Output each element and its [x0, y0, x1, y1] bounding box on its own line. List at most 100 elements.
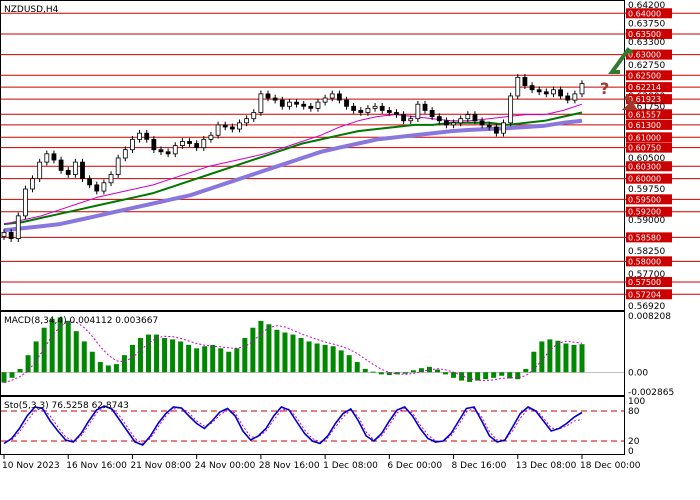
arrow-down-icon [621, 94, 638, 110]
candle-body [543, 91, 549, 95]
macd-bar [89, 351, 95, 373]
macd-bar [378, 372, 384, 375]
candle-body [251, 112, 257, 120]
candle-body [329, 93, 335, 99]
macd-tick-label: 0.00 [628, 368, 648, 378]
macd-signal-line [3, 320, 583, 384]
price-tick-label: 0.63750 [628, 20, 665, 30]
price-label: 0.58000 [628, 257, 661, 266]
macd-bar [306, 341, 312, 373]
candle-body [558, 89, 563, 97]
macd-bar [418, 368, 424, 373]
candle-body [15, 215, 21, 240]
time-tick-label: 28 Nov 16:00 [259, 461, 320, 471]
macd-bar [162, 338, 168, 373]
candle-body [322, 97, 328, 103]
candle-body [579, 83, 585, 95]
candle-body [379, 105, 385, 111]
candle-body [336, 93, 342, 101]
candle-body [258, 93, 264, 113]
macd-bar [451, 372, 457, 378]
macd-bar [362, 368, 368, 373]
macd-bar [242, 338, 248, 373]
price-label: 0.59200 [628, 208, 661, 217]
macd-bar [49, 318, 55, 373]
price-tick-label: 0.62750 [628, 61, 665, 71]
macd-bar [1, 372, 7, 383]
candle-body [237, 122, 242, 130]
macd-bar [571, 344, 577, 373]
price-label-bg [626, 256, 672, 267]
price-label-bg [626, 173, 672, 184]
time-tick-label: 24 Nov 00:00 [195, 461, 256, 471]
candle-body [158, 149, 164, 153]
price-label-bg [626, 28, 672, 39]
macd-bar [467, 372, 473, 382]
candle-body [365, 107, 371, 113]
price-label-bg [626, 289, 672, 300]
price-levels [1, 12, 700, 295]
candle-body [87, 178, 93, 186]
macd-bar [170, 339, 176, 373]
candle-body [501, 122, 506, 134]
price-label-bg [626, 82, 672, 93]
macd-bar [65, 320, 71, 373]
candle-body [165, 151, 171, 155]
candle-body [351, 105, 357, 111]
macd-bar [394, 372, 400, 375]
price-label: 0.58580 [628, 233, 661, 242]
price-tick-label: 0.57700 [628, 270, 665, 280]
candle-body [8, 232, 14, 240]
macd-bar [475, 372, 481, 381]
macd-bar [250, 327, 256, 373]
candle-body [344, 99, 349, 107]
candle-body [565, 95, 571, 101]
candle-body [101, 182, 107, 192]
price-label: 0.63500 [628, 30, 661, 39]
price-tick-label: 0.58250 [628, 247, 665, 257]
macd-bar [290, 334, 296, 373]
macd-bar [113, 364, 119, 373]
macd-bar [346, 355, 352, 373]
candle-body [486, 124, 492, 128]
candle-body [451, 122, 456, 126]
candle-body [572, 93, 578, 101]
macd-axis: 0.008208 0.00 -0.002865 [628, 312, 674, 398]
candle-body [108, 174, 114, 184]
candle-body [279, 99, 285, 107]
price-label: 0.61923 [628, 95, 661, 104]
time-tick-label: 8 Dec 16:00 [452, 461, 507, 471]
price-label: 0.61000 [628, 133, 661, 142]
stochastic-title: Sto(5,3,3) 76.5258 62.8743 [4, 401, 129, 411]
macd-bar [322, 344, 328, 373]
question-mark-annotation: ? [600, 79, 609, 98]
time-tick-label: 21 Nov 08:00 [130, 461, 191, 471]
sto-tick-label: 100 [628, 397, 645, 407]
candle-body [515, 76, 521, 97]
price-label-bg [626, 161, 672, 172]
macd-bar [129, 344, 135, 373]
macd-bar [435, 369, 440, 373]
moving-averages [3, 103, 583, 233]
candle-body [137, 132, 142, 140]
price-tick-label: 0.59750 [628, 185, 665, 195]
candle-body [208, 134, 214, 140]
macd-tick-label: -0.002865 [628, 388, 674, 398]
macd-bar [402, 372, 408, 374]
candle-body [444, 120, 449, 126]
candle-body [272, 97, 278, 101]
candle-body [308, 105, 314, 109]
sto-signal-line [3, 406, 583, 445]
macd-bar [154, 334, 160, 373]
price-label: 0.57204 [628, 290, 661, 299]
candle-body [58, 159, 64, 171]
macd-bar [146, 334, 151, 373]
time-tick-label: 10 Nov 2023 [2, 461, 60, 471]
price-label: 0.61557 [628, 110, 661, 119]
candle-body [94, 184, 100, 192]
macd-bar [563, 343, 569, 373]
candle-body [130, 138, 135, 151]
macd-bar [523, 368, 529, 373]
arrow-up-icon [608, 47, 634, 74]
